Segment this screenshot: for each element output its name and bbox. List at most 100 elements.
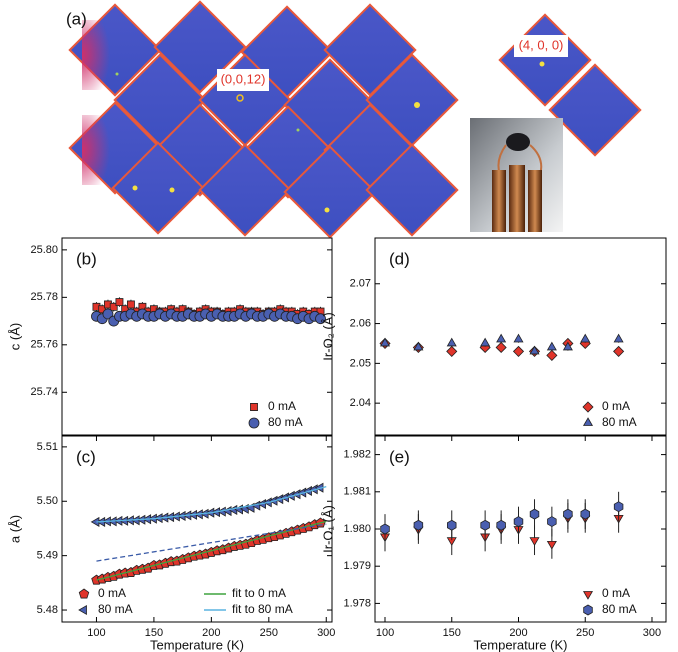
plot-frame xyxy=(61,435,333,623)
legend-label: fit to 80 mA xyxy=(232,602,293,616)
photo-post xyxy=(492,170,506,232)
marker xyxy=(379,337,391,347)
marker xyxy=(447,519,457,531)
marker xyxy=(380,523,390,535)
marker xyxy=(613,333,624,343)
bragg-peak xyxy=(169,187,175,193)
bragg-peak xyxy=(115,72,119,76)
detector-tile xyxy=(198,143,292,237)
photo-post xyxy=(528,170,542,232)
y-tick-label: 25.74 xyxy=(30,386,58,398)
panel-label: (a) xyxy=(66,9,87,28)
detector-tile xyxy=(365,143,459,237)
y-tick-label: 2.06 xyxy=(350,317,371,329)
x-axis-label: Temperature (K) xyxy=(474,637,568,652)
peak-annotation: (0,0,12) xyxy=(221,71,266,86)
y-tick-label: 25.76 xyxy=(30,339,58,351)
marker xyxy=(102,308,114,320)
sample-photo xyxy=(470,118,563,232)
x-tick-label: 100 xyxy=(376,627,394,639)
legend-marker xyxy=(582,417,594,426)
chart-panel: (d) Ir-O₂ (Å) 2.04 2.05 2.06 2.07 0 mA 80 mA xyxy=(320,237,667,436)
x-tick-label: 150 xyxy=(443,627,461,639)
fit-line xyxy=(96,520,327,581)
marker xyxy=(529,537,540,546)
hot-spot xyxy=(82,115,122,185)
y-tick-label: 1.978 xyxy=(343,597,371,609)
annotation-box xyxy=(217,69,269,91)
y-tick-label: 25.80 xyxy=(30,244,58,256)
y-axis-label: Ir-O₁ (Å) xyxy=(320,505,335,553)
y-tick-label: 2.07 xyxy=(350,278,371,290)
legend-label: 80 mA xyxy=(602,602,637,616)
marker xyxy=(546,540,557,550)
legend-marker xyxy=(582,591,594,600)
marker xyxy=(115,298,124,307)
marker xyxy=(413,341,424,351)
y-tick-label: 5.51 xyxy=(37,441,58,453)
bragg-peak xyxy=(324,207,330,213)
marker xyxy=(496,519,506,531)
y-tick-label: 5.49 xyxy=(37,550,58,562)
x-tick-label: 300 xyxy=(317,627,335,639)
marker xyxy=(315,313,326,325)
legend-label: 80 mA xyxy=(602,415,637,429)
legend-label: 0 mA xyxy=(98,586,126,600)
y-tick-label: 1.981 xyxy=(343,486,371,498)
bragg-peak xyxy=(236,94,244,102)
photo-crystal xyxy=(506,133,530,151)
detector-tile xyxy=(323,3,417,97)
legend-marker xyxy=(250,403,258,411)
x-tick-label: 200 xyxy=(509,627,527,639)
panel-label: (d) xyxy=(389,249,410,268)
y-tick-label: 1.979 xyxy=(343,560,371,572)
x-tick-label: 150 xyxy=(145,627,163,639)
y-tick-label: 5.50 xyxy=(37,495,58,507)
legend-label: 0 mA xyxy=(268,399,296,413)
legend-label: 0 mA xyxy=(602,586,630,600)
marker xyxy=(251,500,261,511)
y-axis-label: a (Å) xyxy=(7,515,22,543)
detector-tile xyxy=(548,63,642,157)
legend-marker xyxy=(78,588,90,599)
marker xyxy=(529,508,540,520)
diffraction-image: (a) (0,0,12) (4, 0, 0) xyxy=(66,0,642,239)
y-tick-label: 2.05 xyxy=(350,357,371,369)
y-tick-label: 5.48 xyxy=(37,604,58,616)
bragg-peak xyxy=(132,185,138,191)
marker xyxy=(547,516,557,528)
chart-panel: (e) Ir-O₁ (Å) 1.978 1.979 1.980 1.981 1.982 100… xyxy=(320,435,667,652)
panel-label: (c) xyxy=(76,447,96,466)
chart-panel: (b) c (Å) 25.74 25.76 25.78 25.80 0 mA 80 mA xyxy=(7,237,333,436)
peak-annotation: (4, 0, 0) xyxy=(519,37,564,52)
marker xyxy=(580,508,590,520)
marker xyxy=(446,345,458,357)
marker xyxy=(513,333,524,343)
marker xyxy=(480,337,491,347)
marker xyxy=(613,501,624,513)
panel-label: (b) xyxy=(76,249,97,268)
x-tick-label: 300 xyxy=(643,627,661,639)
detector-tile xyxy=(111,141,205,235)
marker xyxy=(480,519,490,531)
marker xyxy=(562,341,573,351)
marker xyxy=(496,333,507,343)
bragg-peak xyxy=(539,61,545,67)
photo-post xyxy=(509,165,525,232)
chart-panel: (c) a (Å) 5.48 5.49 5.50 5.51 100 150 200 250 300 T… xyxy=(7,435,335,652)
marker xyxy=(127,300,135,309)
marker xyxy=(613,345,625,357)
legend-marker xyxy=(78,604,87,616)
x-tick-label: 250 xyxy=(576,627,594,639)
marker xyxy=(513,516,524,528)
dashed-line xyxy=(96,523,327,562)
legend-marker xyxy=(582,401,594,413)
panel-label: (e) xyxy=(389,447,410,466)
legend-label: 80 mA xyxy=(98,602,133,616)
marker xyxy=(512,345,525,357)
x-axis-label: Temperature (K) xyxy=(150,637,244,652)
y-tick-label: 25.78 xyxy=(30,291,58,303)
hot-spot xyxy=(82,20,122,90)
annotation-box xyxy=(514,35,568,57)
